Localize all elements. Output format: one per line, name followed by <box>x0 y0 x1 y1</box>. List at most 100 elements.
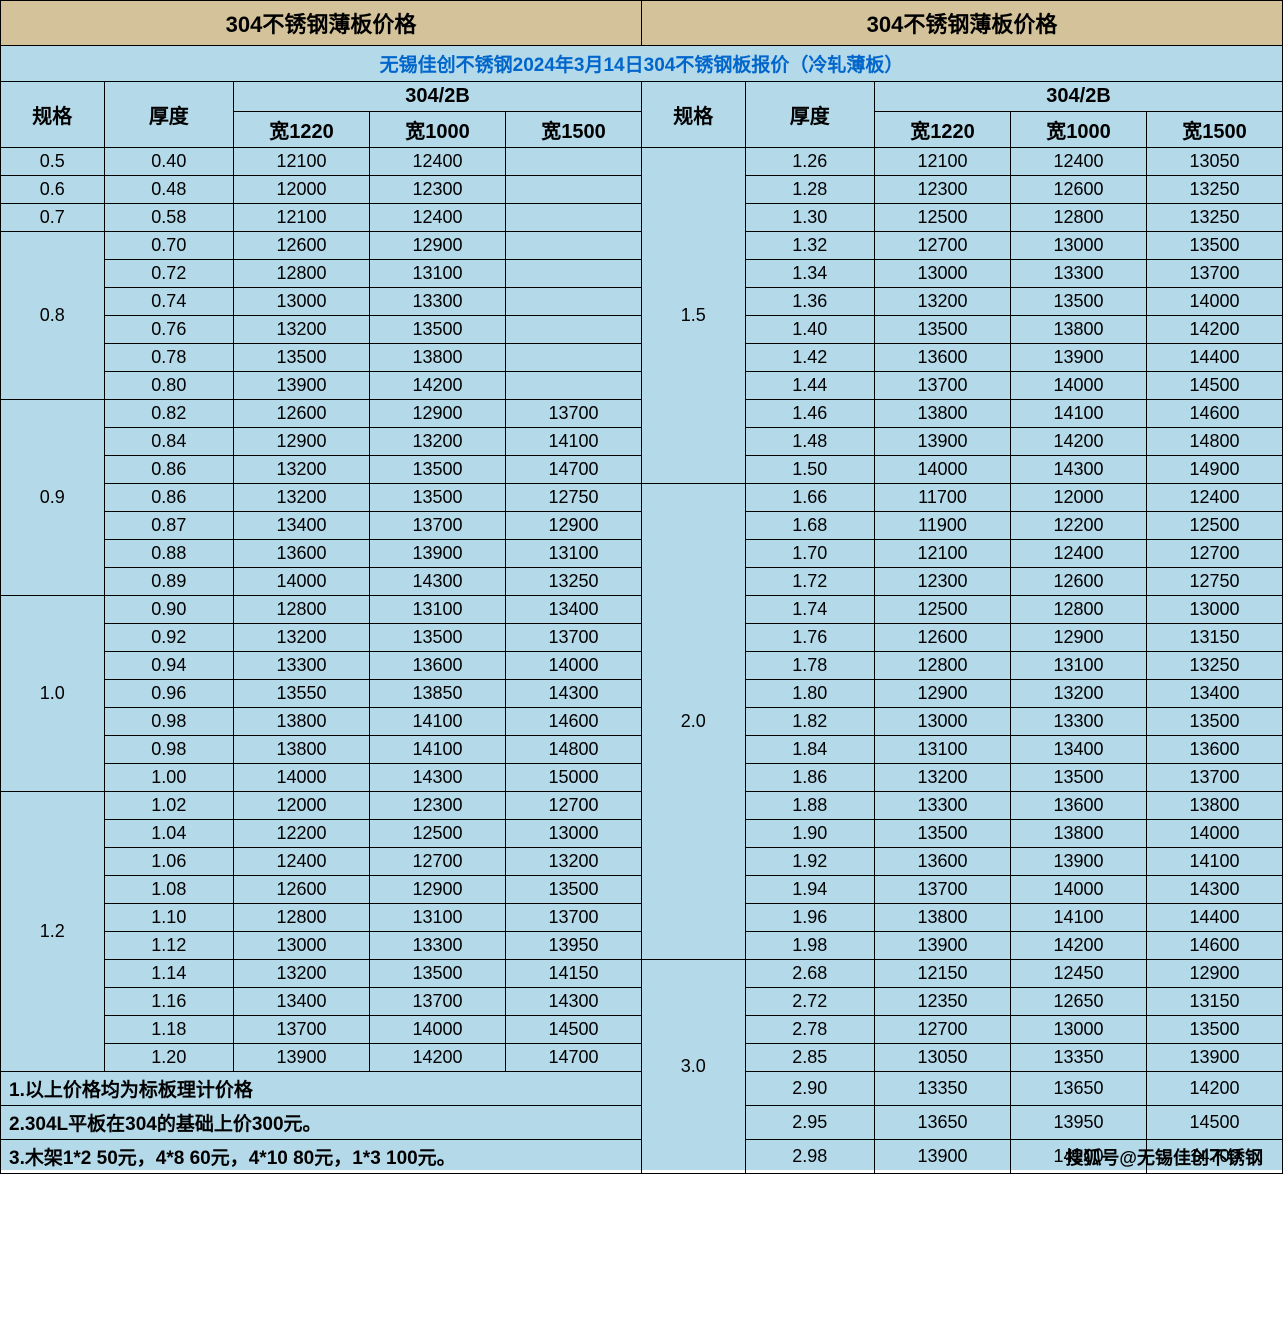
price-1220: 13600 <box>875 848 1011 876</box>
price-1500: 13400 <box>506 596 642 624</box>
price-1000: 14300 <box>1011 456 1147 484</box>
price-1000: 12600 <box>1011 568 1147 596</box>
price-1000: 14200 <box>1011 932 1147 960</box>
price-1000: 12400 <box>370 148 506 176</box>
price-1000: 13200 <box>1011 680 1147 708</box>
spec-cell: 0.9 <box>1 400 105 596</box>
price-1500: 15000 <box>506 764 642 792</box>
price-1500: 14300 <box>506 680 642 708</box>
thickness-cell: 1.86 <box>745 764 874 792</box>
price-1220: 14000 <box>234 764 370 792</box>
thickness-cell: 0.48 <box>104 176 233 204</box>
price-1500: 14500 <box>1146 372 1282 400</box>
thickness-cell: 1.28 <box>745 176 874 204</box>
price-1220: 12800 <box>234 596 370 624</box>
price-1220: 12600 <box>234 232 370 260</box>
thickness-cell: 0.74 <box>104 288 233 316</box>
thickness-cell: 1.72 <box>745 568 874 596</box>
price-1000: 13300 <box>370 932 506 960</box>
thickness-cell: 0.72 <box>104 260 233 288</box>
price-1000: 13800 <box>1011 316 1147 344</box>
thickness-cell: 1.32 <box>745 232 874 260</box>
price-1000: 14100 <box>370 708 506 736</box>
price-1000: 13500 <box>370 960 506 988</box>
price-1500: 13900 <box>1146 1044 1282 1072</box>
price-1000: 13200 <box>370 428 506 456</box>
price-1220: 13800 <box>234 708 370 736</box>
thickness-cell: 1.70 <box>745 540 874 568</box>
price-1500: 14900 <box>1146 456 1282 484</box>
price-1220: 12800 <box>234 260 370 288</box>
price-1000: 12200 <box>1011 512 1147 540</box>
price-1500: 13700 <box>506 904 642 932</box>
price-1220: 13500 <box>234 344 370 372</box>
price-1000: 12400 <box>1011 540 1147 568</box>
thickness-cell: 1.94 <box>745 876 874 904</box>
price-1000: 14100 <box>370 736 506 764</box>
price-1220: 12100 <box>875 148 1011 176</box>
price-1000: 13350 <box>1011 1044 1147 1072</box>
price-1500: 13500 <box>1146 1016 1282 1044</box>
price-1500: 13500 <box>1146 708 1282 736</box>
thickness-cell: 1.42 <box>745 344 874 372</box>
price-1000: 13950 <box>1011 1106 1147 1140</box>
thickness-cell: 1.14 <box>104 960 233 988</box>
header-w1000-right: 宽1000 <box>1011 112 1147 148</box>
price-1000: 14100 <box>1011 400 1147 428</box>
price-1220: 13100 <box>875 736 1011 764</box>
header-thickness-right: 厚度 <box>745 82 874 148</box>
price-1220: 13300 <box>234 652 370 680</box>
price-1000: 13000 <box>1011 232 1147 260</box>
price-1000: 12700 <box>370 848 506 876</box>
price-1220: 13200 <box>234 960 370 988</box>
thickness-cell: 1.98 <box>745 932 874 960</box>
price-1220: 13000 <box>234 932 370 960</box>
thickness-cell: 1.80 <box>745 680 874 708</box>
price-1220: 11900 <box>875 512 1011 540</box>
thickness-cell: 0.84 <box>104 428 233 456</box>
header-thickness-left: 厚度 <box>104 82 233 148</box>
subtitle: 无锡佳创不锈钢2024年3月14日304不锈钢板报价（冷轧薄板） <box>1 46 1283 82</box>
thickness-cell: 1.12 <box>104 932 233 960</box>
price-1000: 13500 <box>370 484 506 512</box>
thickness-cell: 0.96 <box>104 680 233 708</box>
thickness-cell: 0.90 <box>104 596 233 624</box>
price-1220: 13300 <box>875 792 1011 820</box>
price-1500 <box>506 176 642 204</box>
header-spec-left: 规格 <box>1 82 105 148</box>
price-1500: 14400 <box>1146 344 1282 372</box>
header-spec-right: 规格 <box>641 82 745 148</box>
thickness-cell: 1.10 <box>104 904 233 932</box>
thickness-cell: 1.78 <box>745 652 874 680</box>
spec-cell: 3.0 <box>641 960 745 1174</box>
price-1000: 13700 <box>370 512 506 540</box>
thickness-cell: 1.92 <box>745 848 874 876</box>
price-1000: 12900 <box>370 232 506 260</box>
price-1500: 14500 <box>506 1016 642 1044</box>
price-1220: 13200 <box>234 624 370 652</box>
title-right: 304不锈钢薄板价格 <box>641 1 1282 46</box>
price-1000: 13900 <box>1011 344 1147 372</box>
price-1220: 12300 <box>875 176 1011 204</box>
price-1220: 13000 <box>234 288 370 316</box>
price-1220: 12350 <box>875 988 1011 1016</box>
price-1000: 12600 <box>1011 176 1147 204</box>
price-1000: 14000 <box>1011 876 1147 904</box>
price-1500: 14600 <box>1146 932 1282 960</box>
price-1220: 12900 <box>234 428 370 456</box>
price-1000: 12900 <box>370 400 506 428</box>
price-1220: 12100 <box>875 540 1011 568</box>
price-1500: 13250 <box>506 568 642 596</box>
price-1220: 12700 <box>875 232 1011 260</box>
price-1500: 13250 <box>1146 652 1282 680</box>
thickness-cell: 1.90 <box>745 820 874 848</box>
thickness-cell: 0.89 <box>104 568 233 596</box>
price-1220: 13500 <box>875 820 1011 848</box>
spec-cell: 0.8 <box>1 232 105 400</box>
price-1500: 14300 <box>506 988 642 1016</box>
price-1500: 14700 <box>506 456 642 484</box>
price-1000: 13850 <box>370 680 506 708</box>
note-1: 1.以上价格均为标板理计价格 <box>1 1072 642 1106</box>
thickness-cell: 0.98 <box>104 708 233 736</box>
thickness-cell: 0.87 <box>104 512 233 540</box>
